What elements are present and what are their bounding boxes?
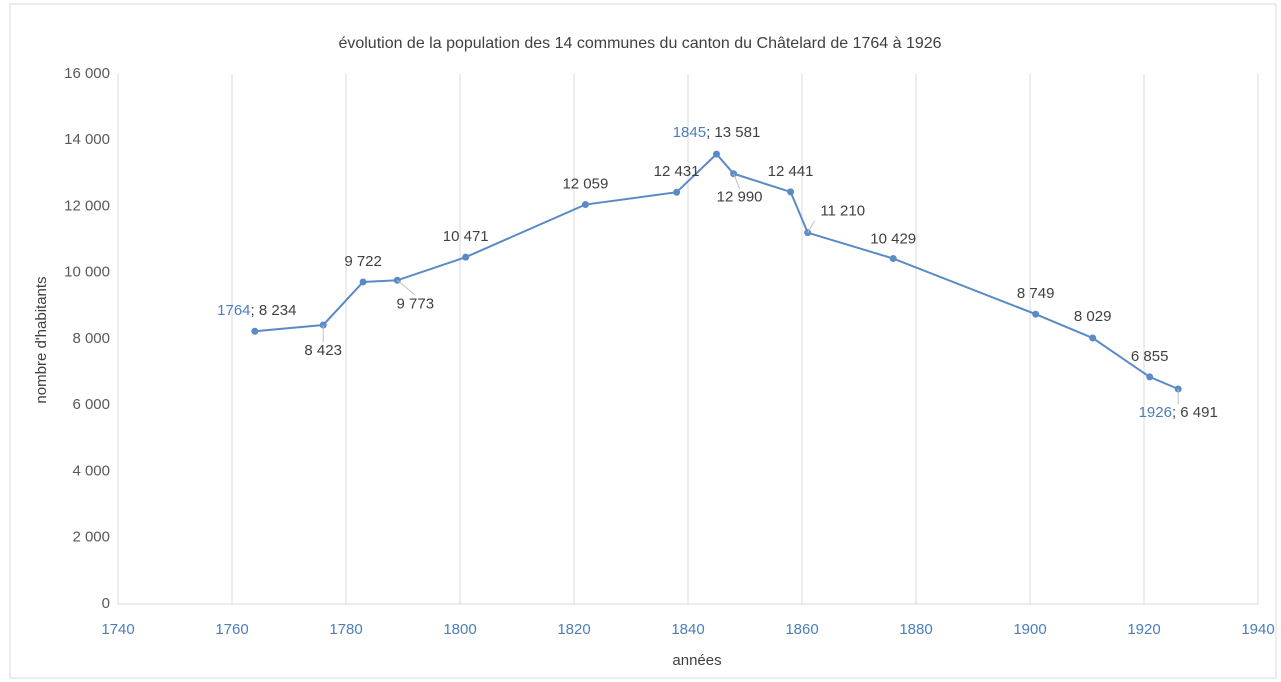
- point: [581, 201, 589, 209]
- data-label: 1845; 13 581: [673, 124, 761, 141]
- data-label-value: 6 855: [1131, 348, 1169, 365]
- data-label: 11 210: [820, 203, 865, 220]
- point: [1032, 310, 1040, 318]
- point: [673, 188, 681, 196]
- x-tick-label: 1920: [1127, 621, 1160, 638]
- data-label-value: 8 749: [1017, 285, 1055, 302]
- y-tick-label: 10 000: [64, 264, 110, 281]
- data-label-year: 1845: [673, 124, 706, 141]
- point: [787, 188, 795, 196]
- data-label-separator: ;: [706, 124, 714, 141]
- data-label-value: 12 990: [717, 189, 763, 206]
- x-tick-label: 1880: [899, 621, 932, 638]
- chart-frame: [9, 3, 1277, 679]
- y-tick-label: 4 000: [72, 462, 110, 479]
- data-label-year: 1764: [217, 302, 250, 319]
- data-label: 6 855: [1131, 348, 1169, 365]
- data-label-value: 6 491: [1180, 404, 1218, 421]
- leader-line: [807, 220, 816, 233]
- data-label: 12 431: [654, 163, 700, 180]
- x-tick-label: 1900: [1013, 621, 1046, 638]
- data-label-value: 12 059: [562, 176, 608, 193]
- x-tick-label: 1780: [329, 621, 362, 638]
- point: [251, 327, 259, 335]
- data-label-value: 9 773: [397, 295, 435, 312]
- point: [359, 278, 367, 286]
- data-label: 8 029: [1074, 308, 1112, 325]
- y-tick-label: 8 000: [72, 330, 110, 347]
- data-label: 10 471: [443, 228, 489, 245]
- point: [713, 150, 720, 158]
- data-label: 12 059: [562, 176, 608, 193]
- data-label: 1764; 8 234: [217, 302, 296, 319]
- x-tick-label: 1800: [443, 621, 476, 638]
- data-label: 1926; 6 491: [1139, 404, 1218, 421]
- data-label: 9 773: [397, 295, 435, 312]
- x-tick-label: 1820: [557, 621, 590, 638]
- data-label-value: 10 471: [443, 228, 489, 245]
- data-label-value: 9 722: [344, 253, 382, 270]
- data-label-value: 12 431: [654, 163, 700, 180]
- data-label-value: 13 581: [714, 124, 760, 141]
- data-label-separator: ;: [1172, 404, 1180, 421]
- y-tick-label: 2 000: [72, 529, 110, 546]
- data-label: 8 749: [1017, 285, 1055, 302]
- x-axis-label: années: [672, 652, 721, 669]
- data-label-value: 10 429: [870, 231, 916, 248]
- y-tick-label: 0: [102, 595, 110, 612]
- data-label-value: 11 210: [820, 203, 865, 220]
- x-tick-label: 1940: [1241, 621, 1274, 638]
- line: [254, 152, 1179, 390]
- data-label-value: 12 441: [768, 163, 814, 180]
- point: [1089, 334, 1097, 342]
- x-tick-label: 1760: [215, 621, 248, 638]
- chart-title: évolution de la population des 14 commun…: [338, 35, 941, 52]
- data-label: 12 441: [768, 163, 814, 180]
- y-axis-label: nombre d'habitants: [33, 276, 50, 403]
- data-label: 12 990: [717, 189, 763, 206]
- point: [1146, 373, 1154, 381]
- point: [889, 255, 897, 263]
- x-tick-label: 1840: [671, 621, 704, 638]
- data-label: 10 429: [870, 231, 916, 248]
- data-label-value: 8 234: [259, 302, 297, 319]
- leader-line: [733, 173, 741, 189]
- data-label: 9 722: [344, 253, 382, 270]
- point: [462, 253, 470, 261]
- x-tick-label: 1740: [101, 621, 134, 638]
- leader-line: [396, 279, 416, 296]
- data-label-separator: ;: [251, 302, 259, 319]
- data-label-value: 8 423: [304, 342, 342, 359]
- x-tick-label: 1860: [785, 621, 818, 638]
- data-label: 8 423: [304, 342, 342, 359]
- data-label-year: 1926: [1139, 404, 1172, 421]
- y-tick-label: 6 000: [72, 396, 110, 413]
- y-tick-label: 16 000: [64, 65, 110, 82]
- y-tick-label: 14 000: [64, 131, 110, 148]
- y-tick-label: 12 000: [64, 197, 110, 214]
- data-label-value: 8 029: [1074, 308, 1112, 325]
